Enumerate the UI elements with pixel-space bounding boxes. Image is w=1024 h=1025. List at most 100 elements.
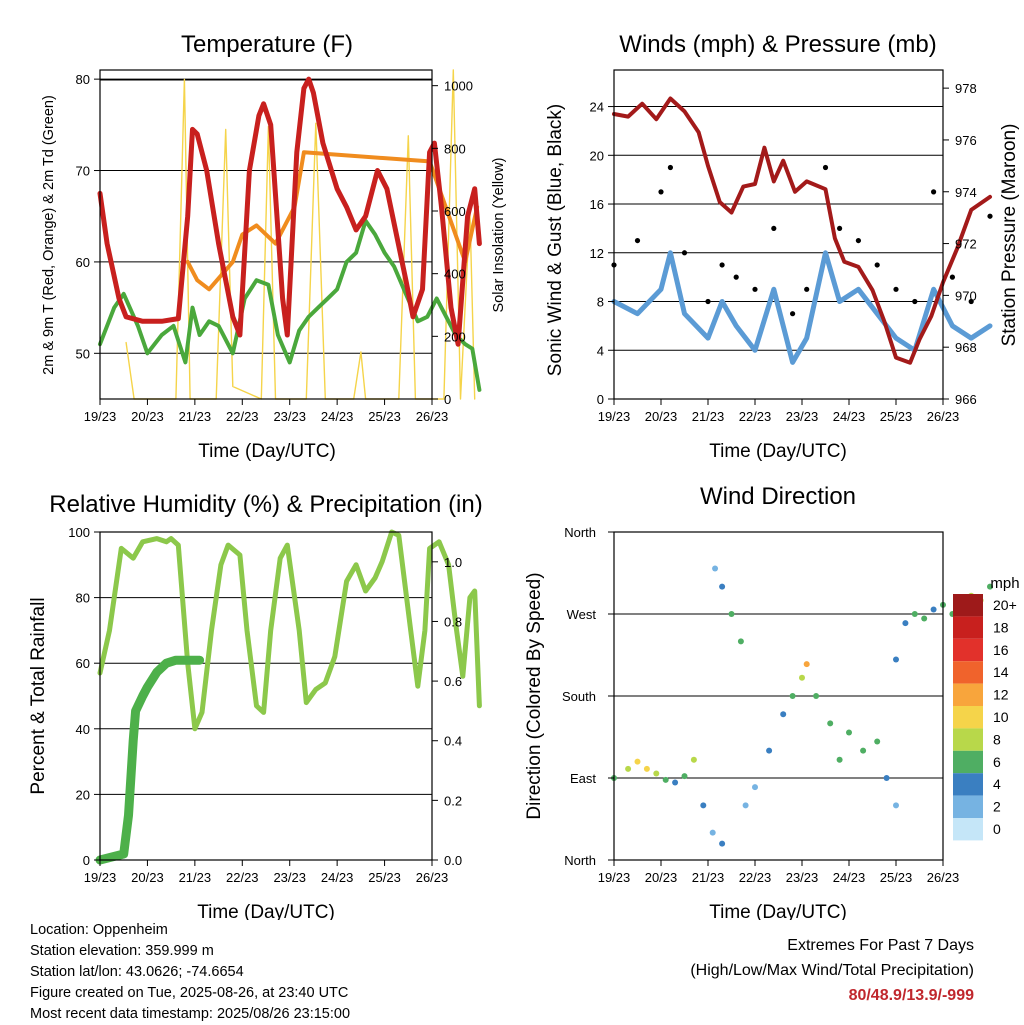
- station-latlon: Station lat/lon: 43.0626; -74.6654: [30, 964, 244, 980]
- direction-point: [827, 720, 834, 727]
- sonic-wind-series: [611, 250, 993, 365]
- y2-tick-label: 0.0: [444, 853, 462, 868]
- direction-point: [752, 784, 758, 791]
- legend-swatch: [953, 728, 983, 751]
- y-tick-label: 0: [83, 853, 90, 868]
- gust-point: [752, 286, 758, 292]
- y-tick-label: 40: [76, 722, 90, 737]
- y2-tick-label: 1.0: [444, 555, 462, 570]
- station-location: Location: Oppenheim: [30, 922, 168, 938]
- total-rainfall-series: [95, 655, 205, 865]
- direction-point: [893, 656, 899, 663]
- direction-point: [709, 829, 716, 836]
- x-tick-label: 23/23: [786, 409, 819, 424]
- gust-point: [837, 225, 843, 232]
- y-tick-label: 80: [76, 72, 90, 87]
- legend-swatch: [953, 818, 983, 841]
- recent-data-timestamp: Most recent data timestamp: 2025/08/26 2…: [30, 1006, 351, 1022]
- y2-tick-label: 968: [955, 340, 977, 355]
- gust-point: [790, 311, 796, 317]
- temp-2m-series: [97, 76, 482, 347]
- y2-tick-label: 800: [444, 141, 466, 156]
- direction-panel: Wind Direction North East South West North 1…: [524, 483, 1020, 920]
- x-tick-label: 19/23: [84, 870, 117, 885]
- gust-point: [733, 274, 739, 280]
- x-tick-label: 26/23: [927, 409, 960, 424]
- gust-point: [771, 225, 777, 232]
- winds-plot-frame: [613, 69, 944, 400]
- gust-point: [855, 237, 862, 244]
- gust-point: [667, 164, 674, 171]
- winds-panel: Winds (mph) & Pressure (mb) 04812162024 …: [545, 31, 1020, 462]
- x-tick-label: 19/23: [598, 870, 631, 885]
- extremes-title: Extremes For Past 7 Days: [787, 937, 974, 954]
- x-tick-label: 20/23: [131, 870, 164, 885]
- temp-9m-series: [185, 150, 480, 292]
- legend-label: 8: [993, 731, 1001, 747]
- humidity-y-label: Percent & Total Rainfall: [28, 597, 49, 794]
- direction-point: [803, 661, 810, 668]
- x-tick-label: 24/23: [321, 409, 354, 424]
- legend-label: 18: [993, 619, 1009, 635]
- direction-point: [893, 802, 899, 809]
- direction-point: [911, 611, 918, 617]
- figure-created: Figure created on Tue, 2025-08-26, at 23…: [30, 985, 349, 1001]
- gust-point: [719, 262, 725, 268]
- direction-point: [719, 840, 726, 847]
- y-tick-label: 0: [597, 392, 604, 407]
- y2-tick-label: 0.4: [444, 734, 462, 749]
- extremes-subtitle: (High/Low/Max Wind/Total Precipitation): [690, 962, 974, 979]
- legend-swatch: [953, 616, 983, 639]
- direction-point: [860, 747, 867, 754]
- y2-tick-label: 972: [955, 237, 977, 252]
- x-tick-label: 24/23: [321, 870, 354, 885]
- station-pressure-series: [612, 96, 992, 365]
- y-tick-label: West: [567, 607, 597, 622]
- legend-swatch: [953, 594, 983, 617]
- relative-humidity-series: [97, 529, 482, 732]
- x-tick-label: 22/23: [226, 409, 259, 424]
- y-tick-label: 60: [76, 656, 90, 671]
- direction-point: [813, 693, 820, 699]
- x-tick-label: 20/23: [131, 409, 164, 424]
- legend-label: 2: [993, 799, 1001, 815]
- direction-point: [662, 776, 669, 783]
- legend-label: 16: [993, 642, 1009, 658]
- direction-point: [780, 711, 787, 718]
- y-tick-label: East: [570, 771, 596, 786]
- gust-point: [658, 189, 664, 195]
- gust-point: [893, 286, 899, 292]
- legend-label: 0: [993, 821, 1001, 837]
- x-tick-label: 23/23: [273, 409, 306, 424]
- legend-swatch: [953, 661, 983, 684]
- gust-point: [634, 237, 641, 244]
- direction-point: [625, 765, 632, 772]
- dewpoint-series: [98, 218, 482, 392]
- y2-tick-label: 970: [955, 288, 977, 303]
- temperature-x-label: Time (Day/UTC): [198, 441, 336, 462]
- direction-point: [643, 765, 650, 772]
- y-tick-label: 100: [68, 525, 90, 540]
- winds-x-label: Time (Day/UTC): [709, 441, 847, 462]
- x-tick-label: 25/23: [880, 409, 913, 424]
- x-tick-label: 22/23: [739, 870, 772, 885]
- legend-label: 14: [993, 664, 1009, 680]
- legend-swatch: [953, 750, 983, 774]
- speed-legend: 20+ 18 16 14 12 10 8 6 4 2 0: [953, 594, 1017, 841]
- speed-legend-unit: mph: [990, 575, 1019, 592]
- legend-swatch: [953, 683, 983, 706]
- legend-swatch: [953, 795, 983, 818]
- x-tick-label: 21/23: [692, 409, 725, 424]
- x-tick-label: 21/23: [179, 870, 212, 885]
- legend-label: 20+: [993, 597, 1017, 613]
- direction-point: [846, 729, 852, 736]
- x-tick-label: 25/23: [368, 870, 401, 885]
- direction-y-label: Direction (Colored By Speed): [524, 572, 545, 819]
- y-tick-label: 4: [597, 343, 604, 358]
- x-tick-label: 25/23: [880, 870, 913, 885]
- legend-label: 6: [993, 754, 1001, 770]
- direction-point: [672, 779, 679, 786]
- temperature-y-label: 2m & 9m T (Red, Orange) & 2m Td (Green): [41, 95, 57, 375]
- gust-point: [912, 298, 918, 305]
